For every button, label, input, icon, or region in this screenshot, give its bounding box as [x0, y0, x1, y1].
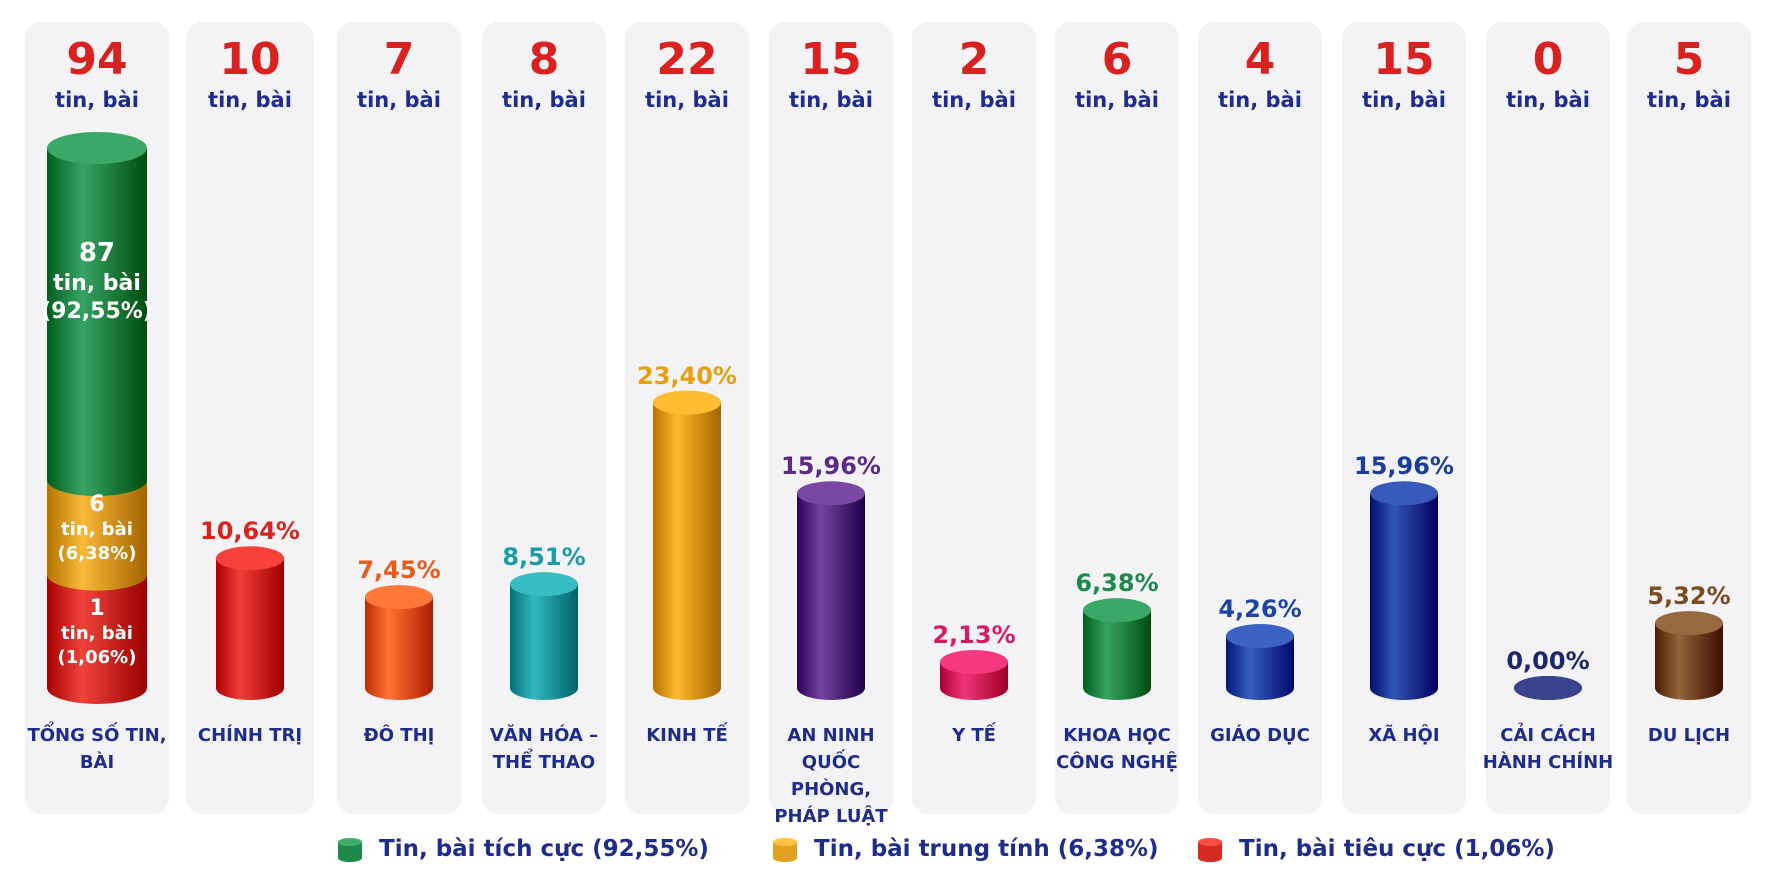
bar-11 — [1655, 611, 1723, 700]
category-label: VĂN HÓA – THỂ THAO — [489, 725, 599, 773]
count-label: 15 — [800, 34, 862, 85]
legend-label: Tin, bài tích cực (92,55%) — [379, 836, 709, 862]
unit-label: tin, bài — [789, 88, 873, 112]
segment-count: 1 — [89, 596, 105, 622]
segment-pct: (1,06%) — [57, 647, 137, 669]
data-label: 10,64% — [200, 517, 300, 546]
unit-label: tin, bài — [1218, 88, 1302, 112]
segment-pct: (6,38%) — [57, 543, 137, 565]
chart-legend: Tin, bài tích cực (92,55%) Tin, bài trung… — [0, 830, 1774, 870]
category-label: KHOA HỌC CÔNG NGHỆ — [1056, 725, 1178, 773]
segment-count: 87 — [78, 238, 116, 269]
bar-4 — [653, 390, 721, 700]
count-label: 5 — [1673, 34, 1705, 85]
segment-label-positive: 87 tin, bài (92,55%) — [27, 236, 167, 326]
category-label: KINH TẾ — [646, 725, 728, 746]
segment-count: 6 — [89, 492, 105, 518]
category-label: AN NINH QUỐC PHÒNG, PHÁP LUẬT — [774, 725, 888, 827]
count-label: 94 — [66, 34, 128, 85]
bar-8 — [1226, 624, 1294, 700]
count-label: 22 — [656, 34, 718, 85]
count-label: 4 — [1244, 34, 1276, 85]
unit-label: tin, bài — [357, 88, 441, 112]
category-label: DU LỊCH — [1647, 725, 1731, 746]
bar-10 — [1514, 676, 1582, 700]
count-label: 0 — [1532, 34, 1564, 85]
category-label: CẢI CÁCH HÀNH CHÍNH — [1482, 725, 1614, 773]
segment-pct: (92,55%) — [41, 299, 153, 325]
data-label: 7,45% — [357, 556, 441, 585]
unit-label: tin, bài — [208, 88, 292, 112]
bar-6 — [940, 650, 1008, 700]
data-label: 15,96% — [1354, 452, 1454, 481]
unit-label: tin, bài — [645, 88, 729, 112]
segment-label-neutral: 6 tin, bài (6,38%) — [27, 492, 167, 566]
unit-label: tin, bài — [1362, 88, 1446, 112]
data-label: 2,13% — [932, 621, 1016, 649]
bar-3 — [510, 572, 578, 700]
data-label: 5,32% — [1647, 582, 1731, 611]
stack-segment-positive — [47, 132, 147, 497]
unit-label: tin, bài — [932, 88, 1016, 112]
category-label: ĐÔ THỊ — [363, 725, 435, 746]
unit-label: tin, bài — [55, 88, 139, 112]
category-label: Y TẾ — [952, 725, 996, 746]
segment-unit: tin, bài — [61, 519, 133, 541]
category-label: CHÍNH TRỊ — [197, 725, 303, 746]
unit-label: tin, bài — [1647, 88, 1731, 112]
data-label: 23,40% — [637, 361, 737, 390]
unit-label: tin, bài — [1506, 88, 1590, 112]
bar-1 — [216, 546, 284, 700]
bar-5 — [797, 481, 865, 700]
count-label: 15 — [1373, 34, 1435, 85]
count-label: 8 — [528, 34, 560, 85]
count-label: 2 — [958, 34, 990, 85]
data-label: 0,00% — [1506, 647, 1590, 675]
bar-2 — [365, 585, 433, 700]
unit-label: tin, bài — [502, 88, 586, 112]
data-label: 8,51% — [502, 543, 586, 572]
legend-swatch — [1198, 838, 1222, 862]
unit-label: tin, bài — [1075, 88, 1159, 112]
segment-unit: tin, bài — [53, 271, 141, 297]
bar-7 — [1083, 598, 1151, 700]
legend-label: Tin, bài tiêu cực (1,06%) — [1239, 836, 1555, 862]
count-label: 7 — [383, 34, 415, 85]
legend-swatch — [773, 838, 797, 862]
legend-label: Tin, bài trung tính (6,38%) — [814, 836, 1159, 862]
count-label: 10 — [219, 34, 281, 85]
count-label: 6 — [1101, 34, 1133, 85]
legend-swatch — [338, 838, 362, 862]
segment-label-negative: 1 tin, bài (1,06%) — [27, 596, 167, 670]
category-label: XÃ HỘI — [1368, 725, 1440, 746]
data-label: 4,26% — [1218, 595, 1302, 624]
data-label: 15,96% — [781, 452, 881, 481]
data-label: 6,38% — [1075, 569, 1159, 598]
category-label: TỔNG SỐ TIN, BÀI — [27, 725, 167, 773]
segment-unit: tin, bài — [61, 623, 133, 645]
bar-9 — [1370, 481, 1438, 700]
category-label: GIÁO DỤC — [1210, 725, 1310, 746]
